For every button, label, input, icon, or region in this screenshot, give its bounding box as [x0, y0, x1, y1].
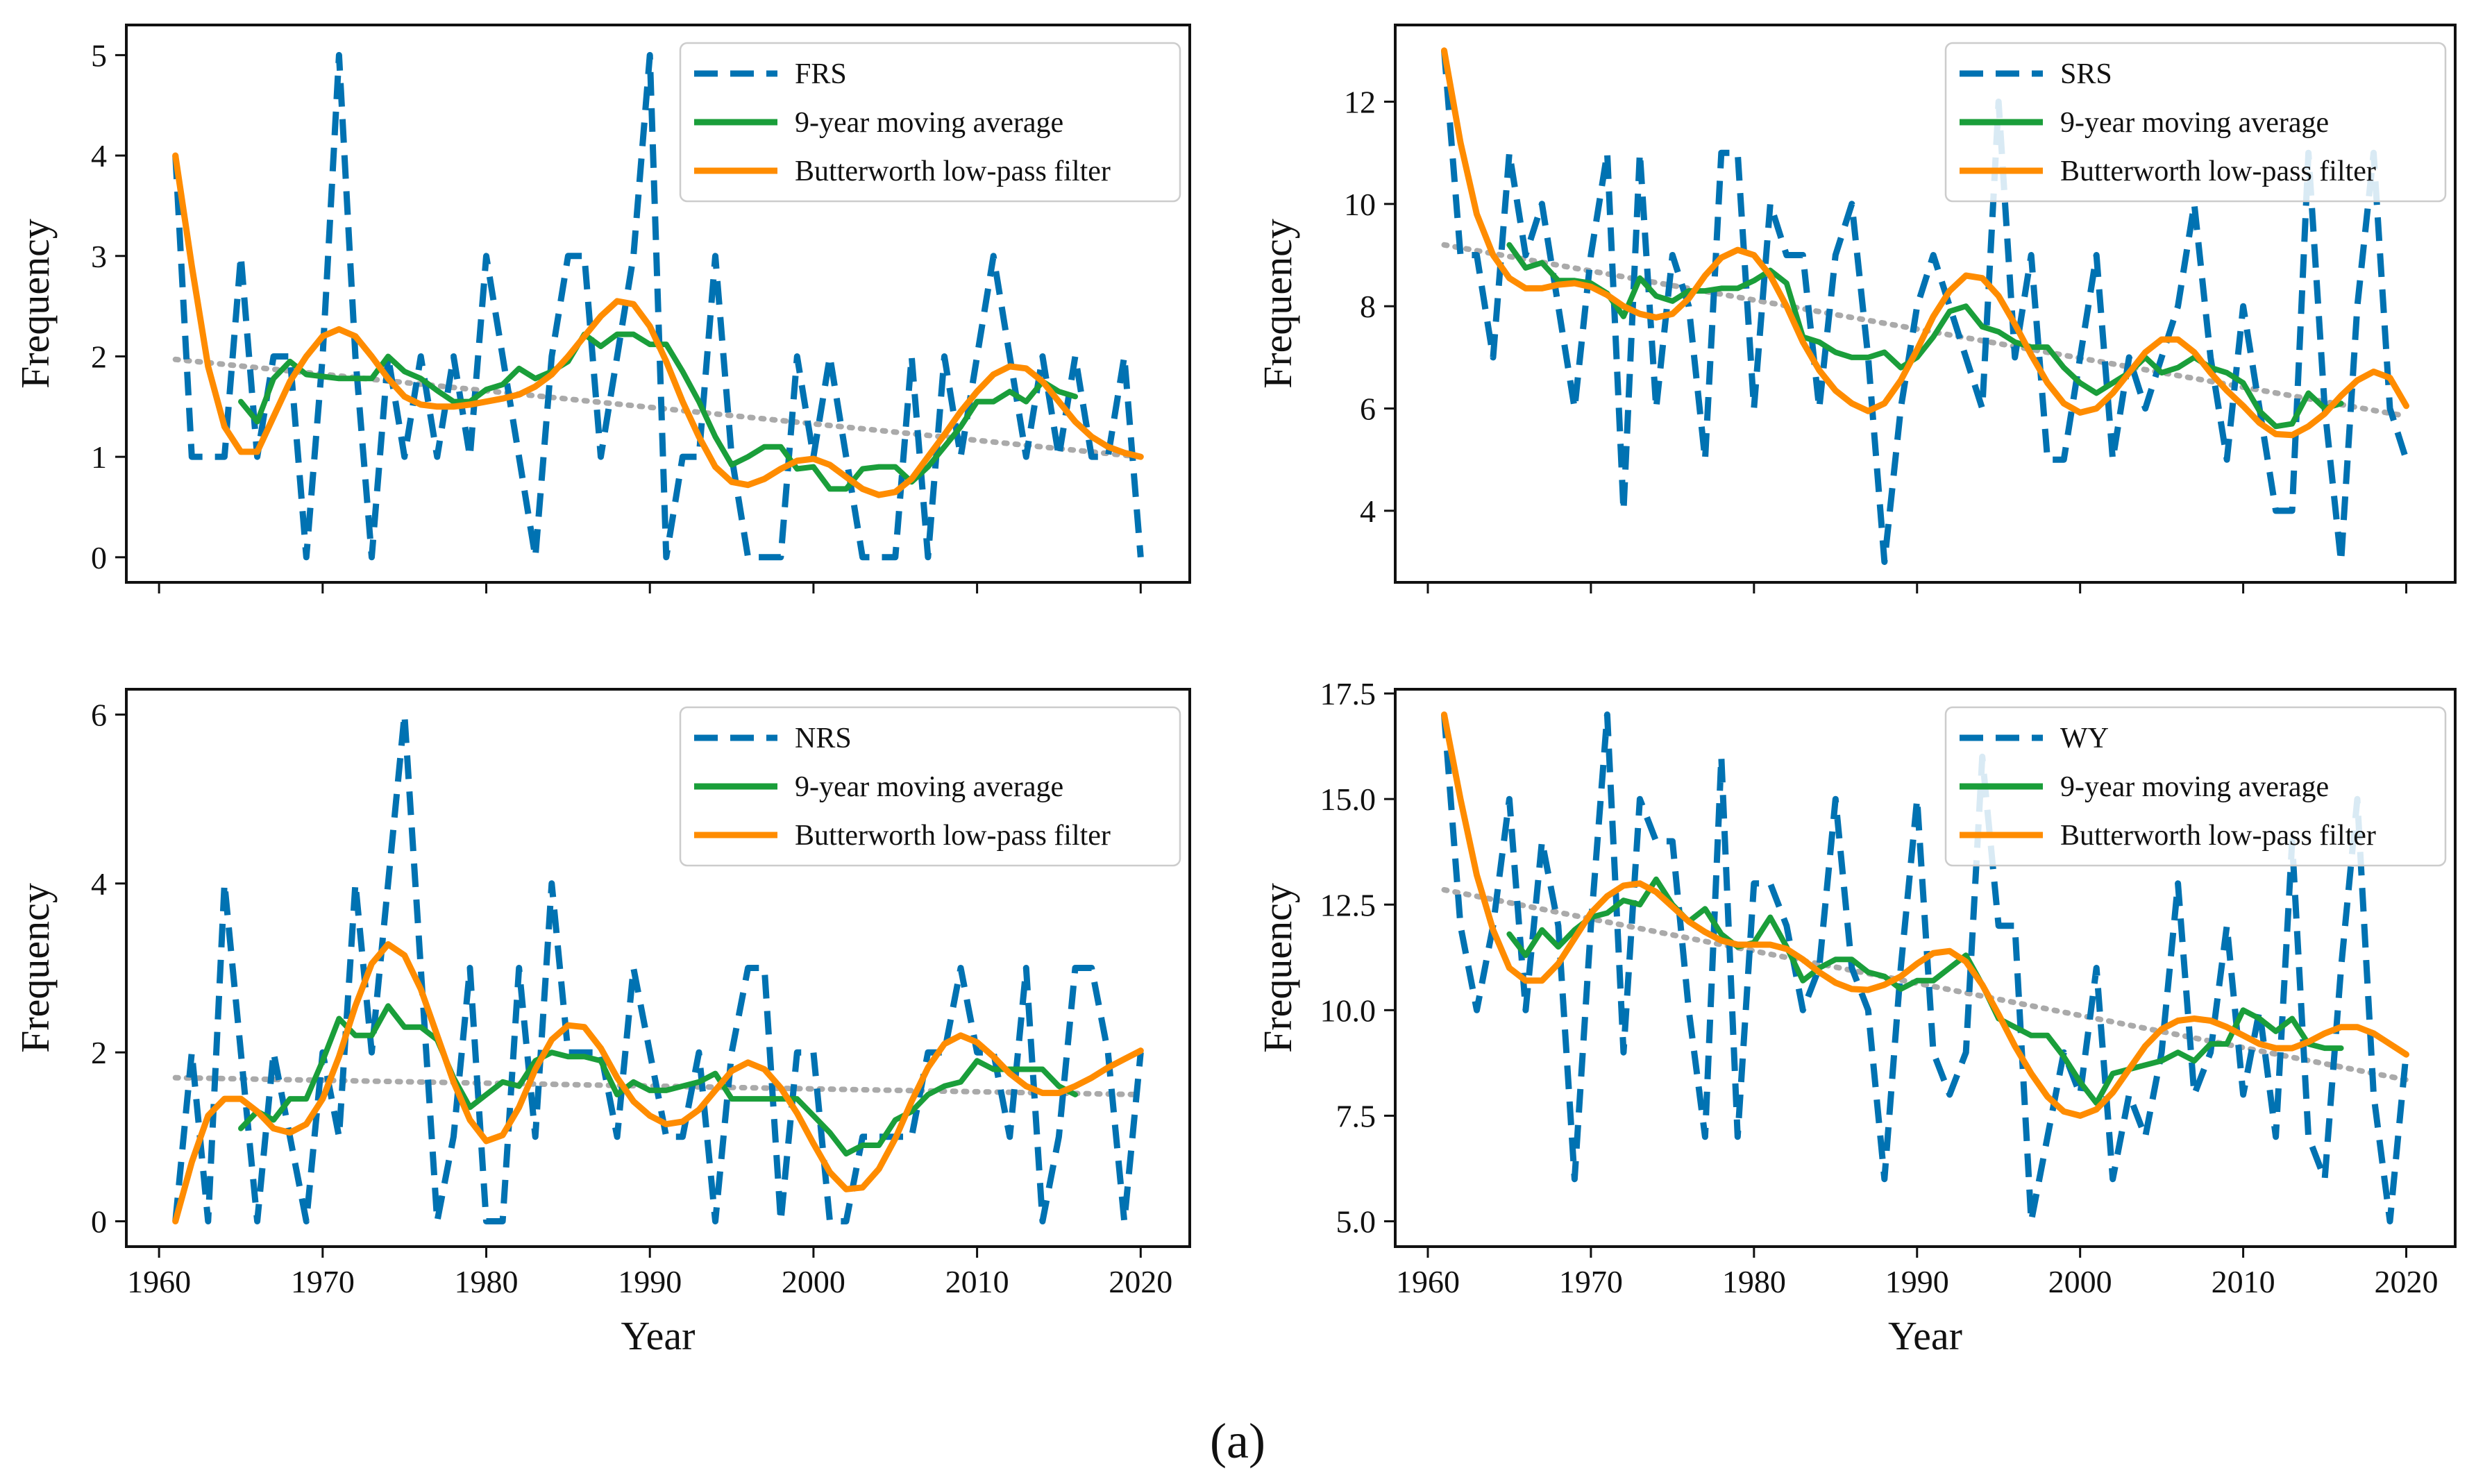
legend-label: Butterworth low-pass filter [795, 155, 1111, 187]
plot-frame [125, 24, 1191, 584]
x-tick-label: 1990 [1885, 1264, 1949, 1299]
x-tick-label: 2000 [782, 1264, 845, 1299]
x-tick-label: 1990 [618, 1264, 682, 1299]
y-tick-label: 2 [91, 1035, 107, 1070]
legend-label: 9-year moving average [2060, 107, 2329, 139]
legend-label: 9-year moving average [795, 771, 1063, 803]
y-tick-label: 6 [91, 698, 107, 733]
panel-srs: 4 6 8 10 12 Frequency SRS 9-year moving average… [1255, 24, 2457, 593]
y-tick-label: 1 [91, 439, 107, 475]
series-line-butterworth [1441, 711, 2409, 1119]
legend-label: Butterworth low-pass filter [2060, 155, 2376, 187]
y-tick-label: 2 [91, 339, 107, 374]
legend: NRS 9-year moving average Butterworth low-… [679, 706, 1181, 867]
y-tick-label: 10 [1344, 187, 1376, 222]
x-tick-label: 2020 [1109, 1264, 1172, 1299]
series-line-moving-average [1506, 876, 2344, 1106]
y-tick-label: 3 [91, 239, 107, 274]
panel-frs: 0 1 2 3 4 5 Frequency FRS 9-year moving average B… [12, 24, 1191, 593]
legend-box [679, 706, 1181, 867]
y-tick-label: 12.5 [1320, 887, 1376, 922]
legend-label: NRS [795, 723, 852, 754]
y-tick-label: 5 [91, 37, 107, 73]
y-axis-label: Frequency [1255, 883, 1300, 1053]
panel-wy: 1960 1970 1980 1990 2000 2010 2020 5.0 7.5 10.0 12… [1255, 676, 2457, 1358]
y-tick-label: 6 [1360, 391, 1376, 427]
plot-frame [1394, 24, 2457, 584]
y-axis-label: Frequency [1255, 219, 1300, 389]
x-tick-label: 2010 [945, 1264, 1009, 1299]
y-tick-label: 8 [1360, 289, 1376, 324]
series-line-moving-average [238, 1003, 1078, 1157]
x-tick-label: 1970 [291, 1264, 355, 1299]
y-tick-label: 4 [91, 866, 107, 902]
figure-caption: (a) [1210, 1413, 1265, 1469]
y-tick-label: 4 [1360, 494, 1376, 529]
x-tick-label: 1980 [1722, 1264, 1786, 1299]
legend-label: Butterworth low-pass filter [795, 820, 1111, 852]
legend-box [1944, 42, 2447, 203]
plot-frame [125, 688, 1191, 1248]
x-tick-label: 2020 [2375, 1264, 2439, 1299]
series-line-raw [1441, 50, 2409, 565]
legend-label: WY [2060, 723, 2109, 754]
series-line-butterworth [172, 941, 1144, 1224]
legend-box [679, 42, 1181, 203]
x-axis-label: Year [1888, 1313, 1962, 1358]
y-tick-label: 10.0 [1320, 993, 1376, 1028]
x-tick-label: 1970 [1559, 1264, 1623, 1299]
x-tick-label: 1980 [455, 1264, 519, 1299]
legend-label: 9-year moving average [795, 107, 1063, 139]
trend-line [1441, 886, 2409, 1083]
y-tick-label: 0 [91, 1204, 107, 1240]
y-tick-label: 15.0 [1320, 782, 1376, 817]
legend-label: 9-year moving average [2060, 771, 2329, 803]
x-tick-label: 1960 [1396, 1264, 1460, 1299]
legend: SRS 9-year moving average Butterworth low-… [1944, 42, 2447, 203]
series-line-butterworth [1441, 47, 2409, 439]
plot-frame [1394, 688, 2457, 1248]
trend-line [172, 356, 1144, 460]
y-axis-label: Frequency [12, 219, 58, 389]
legend-label: SRS [2060, 58, 2112, 90]
series-line-raw [172, 711, 1144, 1224]
series-line-raw [1441, 711, 2409, 1224]
y-tick-label: 4 [91, 138, 107, 174]
legend-label: FRS [795, 58, 847, 90]
y-tick-label: 17.5 [1320, 676, 1376, 711]
x-tick-label: 1960 [127, 1264, 191, 1299]
x-tick-label: 2010 [2212, 1264, 2275, 1299]
series-line-butterworth [172, 152, 1144, 498]
legend: WY 9-year moving average Butterworth low-p… [1944, 706, 2447, 867]
y-axis-label: Frequency [12, 883, 58, 1053]
y-tick-label: 7.5 [1336, 1098, 1376, 1133]
legend: FRS 9-year moving average Butterworth low-… [679, 42, 1181, 203]
y-tick-label: 12 [1344, 85, 1376, 120]
legend-label: Butterworth low-pass filter [2060, 820, 2376, 852]
series-line-raw [172, 51, 1144, 561]
y-tick-label: 5.0 [1336, 1204, 1376, 1240]
legend-box [1944, 706, 2447, 867]
x-axis-label: Year [621, 1313, 696, 1358]
x-tick-label: 2000 [2048, 1264, 2112, 1299]
y-tick-label: 0 [91, 540, 107, 575]
panel-nrs: 1960 1970 1980 1990 2000 2010 2020 0 2 4 6 Frequenc… [12, 688, 1191, 1358]
